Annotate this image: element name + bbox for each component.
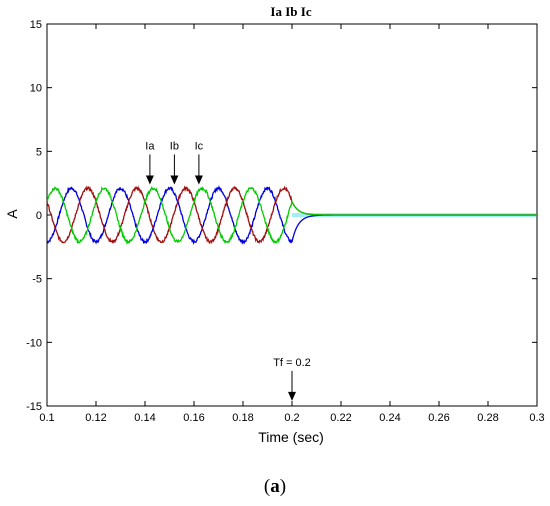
arrow-head-ib	[170, 175, 179, 185]
x-tick-label: 0.28	[477, 412, 498, 424]
figure-caption: (a)	[263, 476, 287, 497]
chart-svg: Ia Ib Ic 0.1 0.12 0.14 0.16 0.18 0.2 0.22 0.24 0…	[4, 4, 545, 445]
annotation-ic: Ic	[195, 140, 204, 152]
y-tick-label: -10	[26, 337, 42, 349]
series-line-ic	[46, 185, 537, 245]
annotation-tf-0-2: Tf = 0.2	[273, 357, 311, 369]
y-tick-label: 5	[36, 146, 42, 158]
y-tick-label: 0	[36, 210, 42, 222]
arrow-head-ia	[145, 175, 154, 185]
x-tick-label: 0.3	[529, 412, 544, 424]
y-tick-label: -15	[26, 401, 42, 413]
annotation-ia: Ia	[145, 140, 155, 152]
x-tick-label: 0.12	[85, 412, 106, 424]
arrow-head-tf-0-2	[288, 391, 296, 401]
x-tick-label: 0.22	[330, 412, 351, 424]
arrow-head-ic	[194, 175, 203, 185]
x-tick-label: 0.1	[39, 412, 54, 424]
annotations: Ia Ib Ic Tf = 0.2	[145, 140, 311, 401]
x-tick-label: 0.26	[428, 412, 449, 424]
y-tick-label: 15	[30, 19, 42, 31]
x-tick-label: 0.2	[284, 412, 299, 424]
x-tick-label: 0.14	[134, 412, 155, 424]
y-tick-label: -5	[32, 274, 42, 286]
series-group	[46, 185, 537, 245]
y-tick-label: 10	[30, 83, 42, 95]
annotation-ib: Ib	[170, 140, 179, 152]
caption-label: a	[270, 476, 280, 497]
x-tick-label: 0.16	[183, 412, 204, 424]
y-axis-label: A	[4, 209, 20, 219]
x-tick-label: 0.18	[232, 412, 253, 424]
x-tick-label: 0.24	[379, 412, 400, 424]
x-axis-label: Time (sec)	[258, 429, 324, 445]
axis-ticks: 0.1 0.12 0.14 0.16 0.18 0.2 0.22 0.24 0.26 0.28 0.…	[26, 19, 545, 424]
chart-title: Ia Ib Ic	[270, 4, 311, 19]
